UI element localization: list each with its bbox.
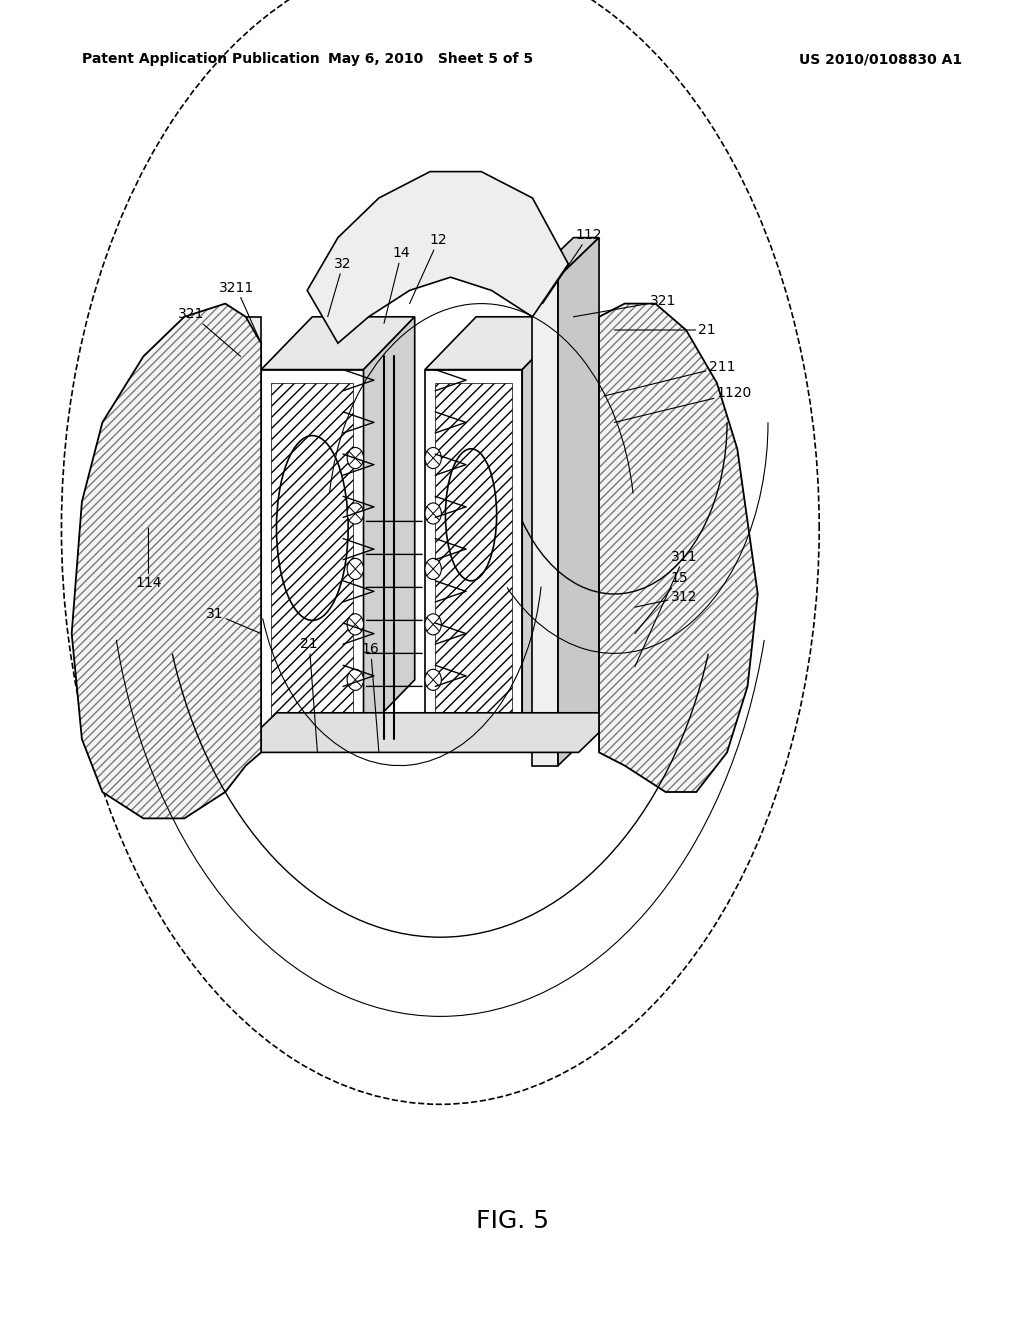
Text: Patent Application Publication: Patent Application Publication [82,53,319,66]
Text: 31: 31 [206,607,261,634]
Circle shape [347,558,364,579]
Text: 12: 12 [410,234,447,304]
Text: 312: 312 [635,590,697,607]
Text: 321: 321 [178,308,241,356]
Circle shape [425,503,441,524]
Text: 321: 321 [573,294,677,317]
Text: 21: 21 [614,323,716,337]
Polygon shape [364,317,415,733]
Text: May 6, 2010   Sheet 5 of 5: May 6, 2010 Sheet 5 of 5 [328,53,532,66]
Polygon shape [425,317,573,370]
Circle shape [425,614,441,635]
Polygon shape [599,304,758,792]
Polygon shape [236,713,620,752]
Text: 1120: 1120 [614,387,752,422]
Circle shape [425,558,441,579]
Text: 311: 311 [635,550,697,667]
Text: 112: 112 [543,228,602,304]
Polygon shape [72,304,261,818]
Circle shape [425,669,441,690]
Text: 15: 15 [635,572,688,634]
Text: 32: 32 [328,257,352,317]
Text: 16: 16 [361,643,380,752]
Polygon shape [532,277,558,766]
Circle shape [425,447,441,469]
Polygon shape [522,317,573,733]
Text: 114: 114 [135,528,162,590]
Text: 21: 21 [300,638,318,752]
Circle shape [347,614,364,635]
Text: US 2010/0108830 A1: US 2010/0108830 A1 [799,53,962,66]
Polygon shape [558,238,599,766]
Circle shape [347,447,364,469]
Polygon shape [435,383,512,719]
Circle shape [347,503,364,524]
Text: 3211: 3211 [219,281,261,343]
Polygon shape [532,238,599,277]
Text: FIG. 5: FIG. 5 [475,1209,549,1233]
Polygon shape [236,317,261,752]
Polygon shape [307,172,568,343]
Polygon shape [261,317,415,370]
Circle shape [347,669,364,690]
Text: 211: 211 [604,360,735,396]
Polygon shape [271,383,353,719]
Text: 14: 14 [384,247,411,323]
